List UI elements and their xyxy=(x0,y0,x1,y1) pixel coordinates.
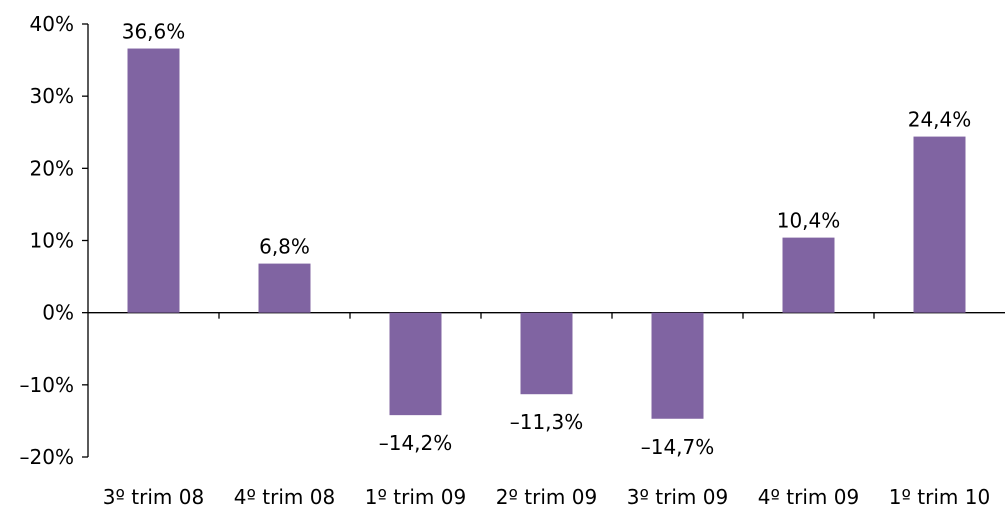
category-label: 2º trim 09 xyxy=(496,485,597,509)
bar xyxy=(258,263,311,313)
category-label: 4º trim 08 xyxy=(234,485,335,509)
category-label: 1º trim 10 xyxy=(889,485,990,509)
data-label: –14,7% xyxy=(641,435,715,459)
bar xyxy=(127,48,180,313)
y-tick-label: –20% xyxy=(20,445,74,469)
y-tick-label: 20% xyxy=(30,156,74,180)
bars xyxy=(127,48,966,419)
y-tick-label: 30% xyxy=(30,84,74,108)
y-tick-label: 40% xyxy=(30,12,74,36)
data-label: –11,3% xyxy=(510,410,584,434)
bar xyxy=(651,312,704,419)
data-label: 6,8% xyxy=(259,235,310,259)
data-label: –14,2% xyxy=(379,431,453,455)
y-axis: 40% 30% 20% 10% 0% –10% –20% xyxy=(20,12,89,469)
category-labels: 3º trim 08 4º trim 08 1º trim 09 2º trim 09… xyxy=(103,485,990,509)
bar xyxy=(389,312,442,416)
data-label: 10,4% xyxy=(777,209,841,233)
bar xyxy=(520,312,573,395)
y-tick-label: –10% xyxy=(20,373,74,397)
category-label: 4º trim 09 xyxy=(758,485,859,509)
category-label: 3º trim 08 xyxy=(103,485,204,509)
bar xyxy=(782,237,835,313)
category-label: 3º trim 09 xyxy=(627,485,728,509)
category-label: 1º trim 09 xyxy=(365,485,466,509)
y-tick-label: 10% xyxy=(30,229,74,253)
data-label: 24,4% xyxy=(908,108,972,132)
data-labels: 36,6% 6,8% –14,2% –11,3% –14,7% 10,4% 24,4% xyxy=(122,20,972,459)
y-tick-label: 0% xyxy=(42,301,74,325)
bar xyxy=(913,136,966,313)
data-label: 36,6% xyxy=(122,20,186,44)
